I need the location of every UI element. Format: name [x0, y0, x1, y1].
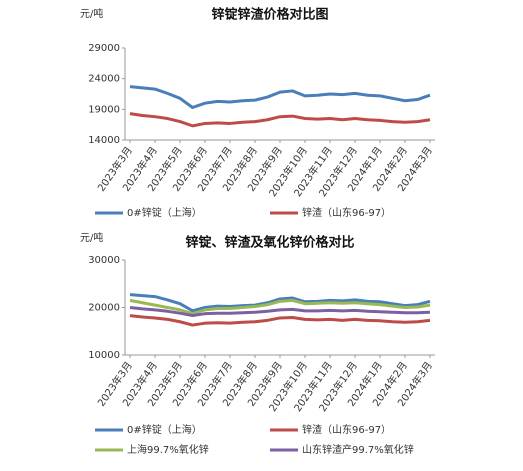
legend-label: 锌渣（山东96-97） — [302, 423, 391, 436]
legend-label: 山东锌渣产99.7%氧化锌 — [302, 443, 414, 456]
y-tick-label: 29000 — [88, 43, 120, 54]
y-unit: 元/吨 — [80, 7, 103, 20]
legend-label: 0#锌锭（上海） — [127, 206, 202, 219]
series-line — [129, 112, 431, 128]
chart-title: 锌锭锌渣价格对比图 — [211, 7, 328, 23]
chart-title: 锌锭、锌渣及氧化锌价格对比 — [185, 235, 354, 251]
y-tick-label: 10000 — [88, 350, 120, 361]
legend-label: 0#锌锭（上海） — [127, 423, 202, 436]
y-tick-label: 19000 — [88, 104, 120, 115]
series-line — [129, 298, 431, 316]
y-tick-label: 24000 — [88, 74, 120, 85]
y-tick-label: 14000 — [88, 135, 120, 146]
series-line — [129, 85, 431, 109]
y-tick-label: 30000 — [88, 255, 120, 266]
series-line — [129, 293, 431, 313]
legend-label: 锌渣（山东96-97） — [302, 206, 391, 219]
series-line — [129, 306, 431, 318]
series-line — [129, 314, 431, 327]
y-unit: 元/吨 — [80, 231, 103, 244]
y-tick-label: 20000 — [88, 303, 120, 314]
legend-label: 上海99.7%氧化锌 — [127, 443, 209, 456]
